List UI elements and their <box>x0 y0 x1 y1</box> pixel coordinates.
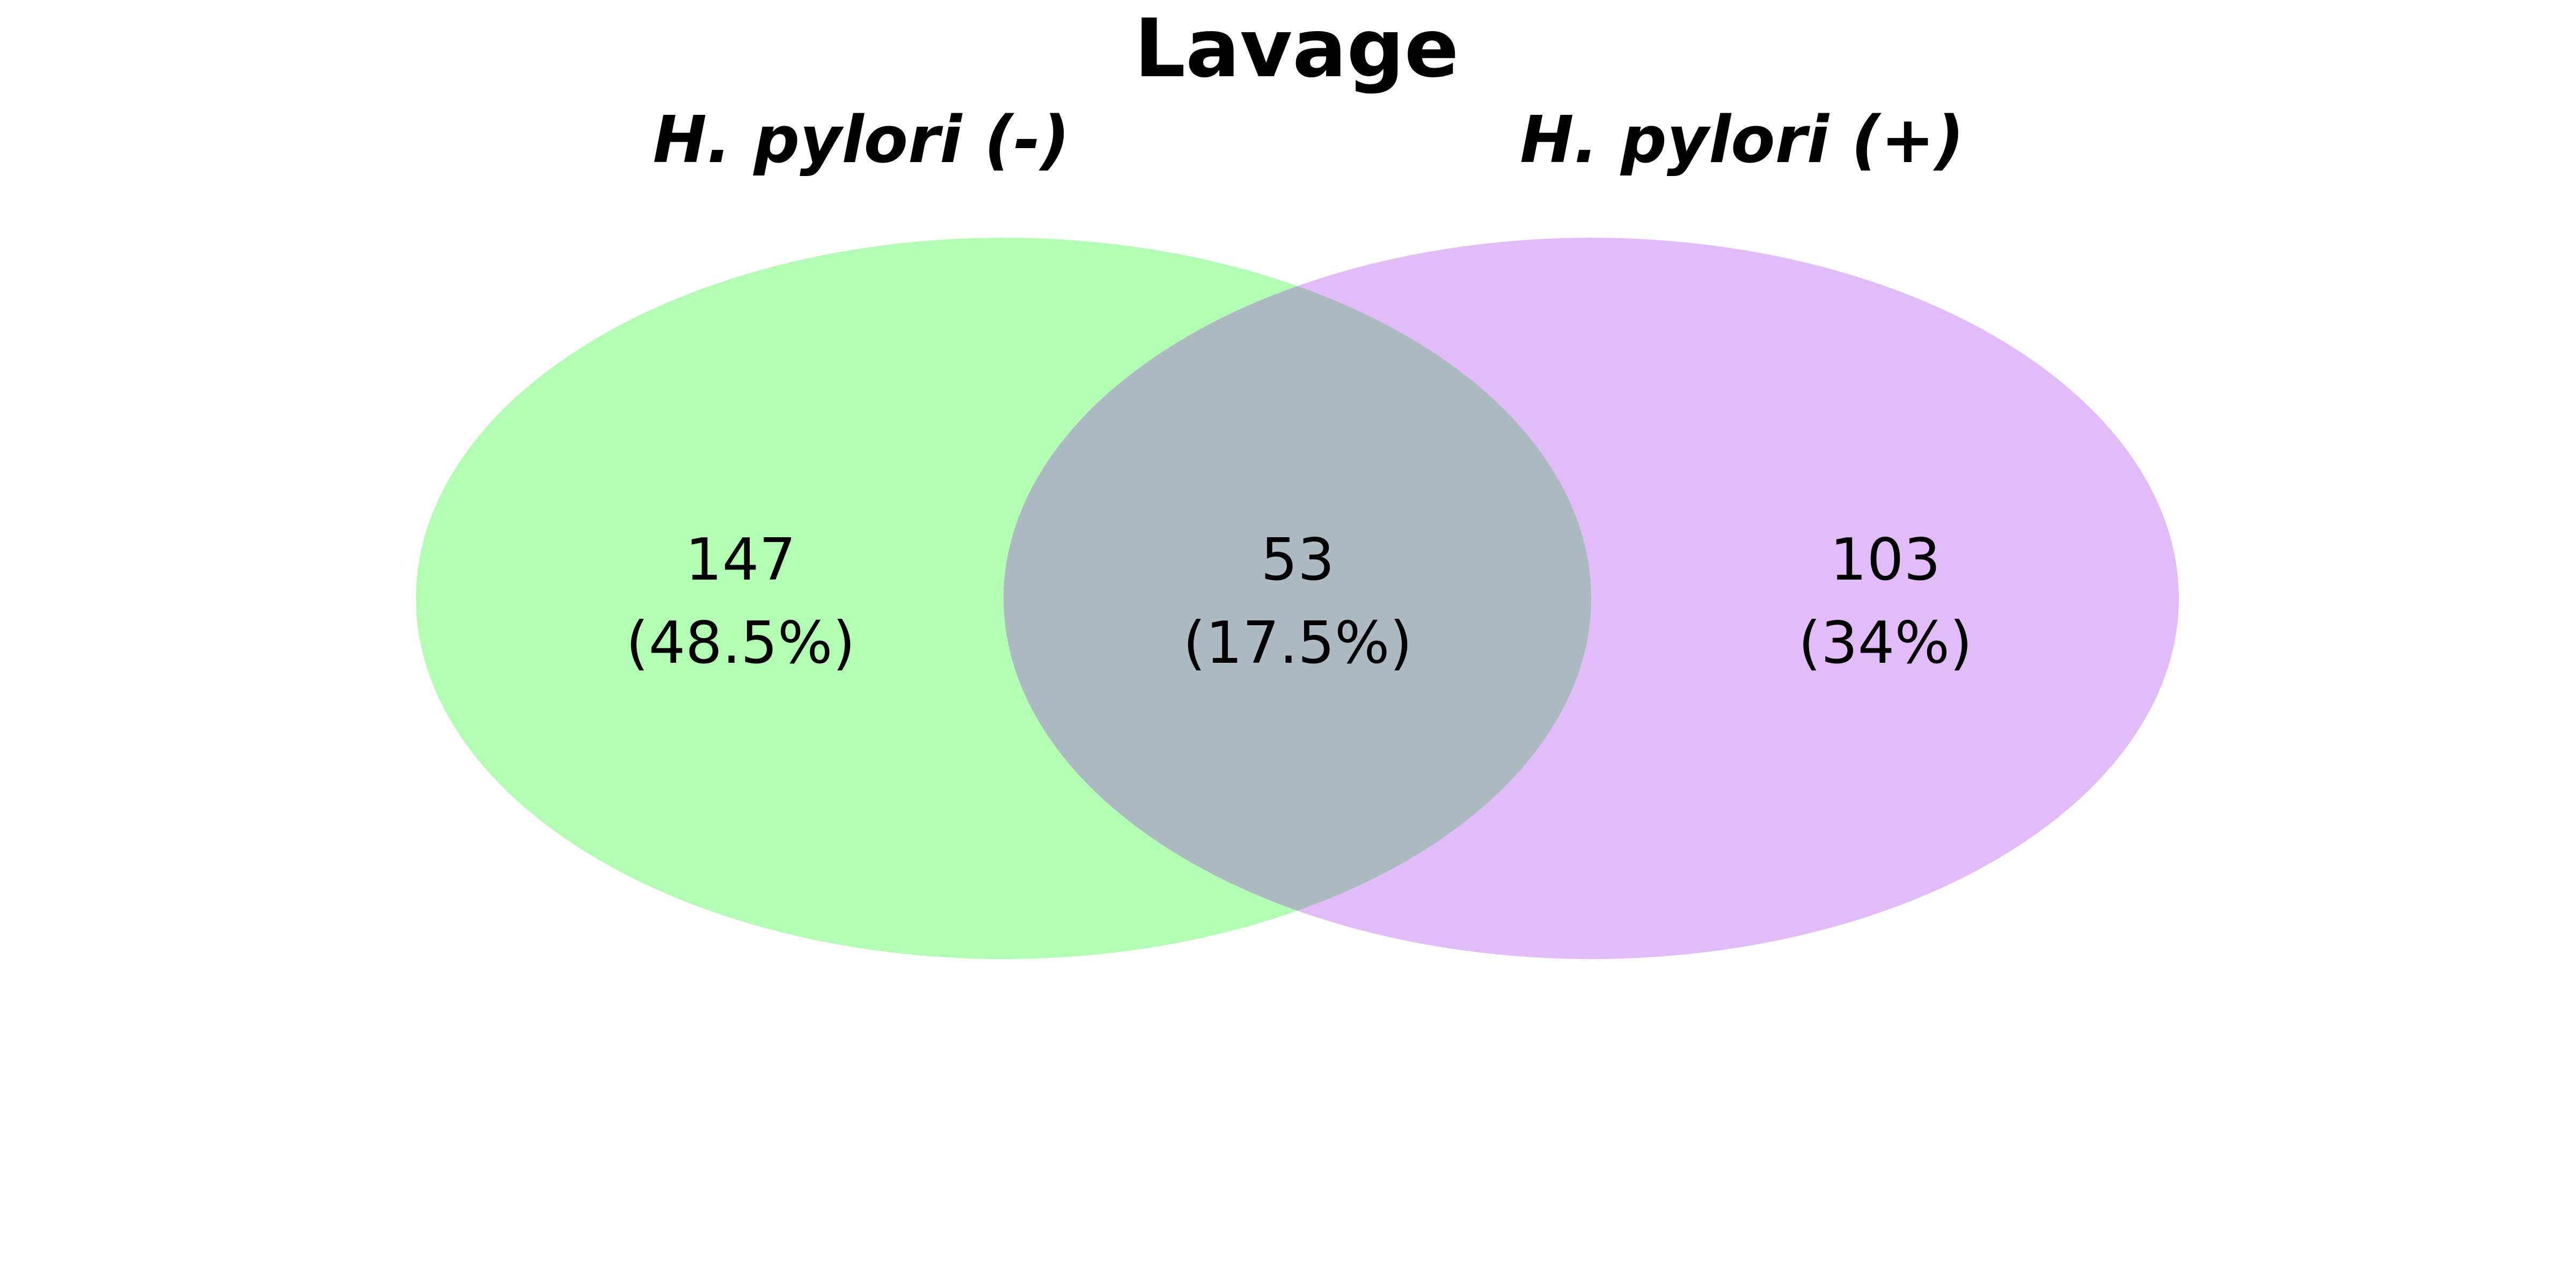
region-overlap-percent: (17.5%) <box>1183 610 1412 677</box>
diagram-title: Lavage <box>1135 2 1459 96</box>
region-left-percent: (48.5%) <box>626 610 855 677</box>
region-right-count: 103 <box>1830 526 1941 594</box>
region-left-count: 147 <box>685 526 796 594</box>
set-label-h-pylori-negative: H. pylori (-) <box>653 103 1070 178</box>
set-label-h-pylori-positive: H. pylori (+) <box>1520 103 1964 178</box>
overlap-region <box>1004 238 1591 959</box>
region-overlap-count: 53 <box>1261 526 1334 594</box>
region-right-percent: (34%) <box>1798 610 1972 677</box>
